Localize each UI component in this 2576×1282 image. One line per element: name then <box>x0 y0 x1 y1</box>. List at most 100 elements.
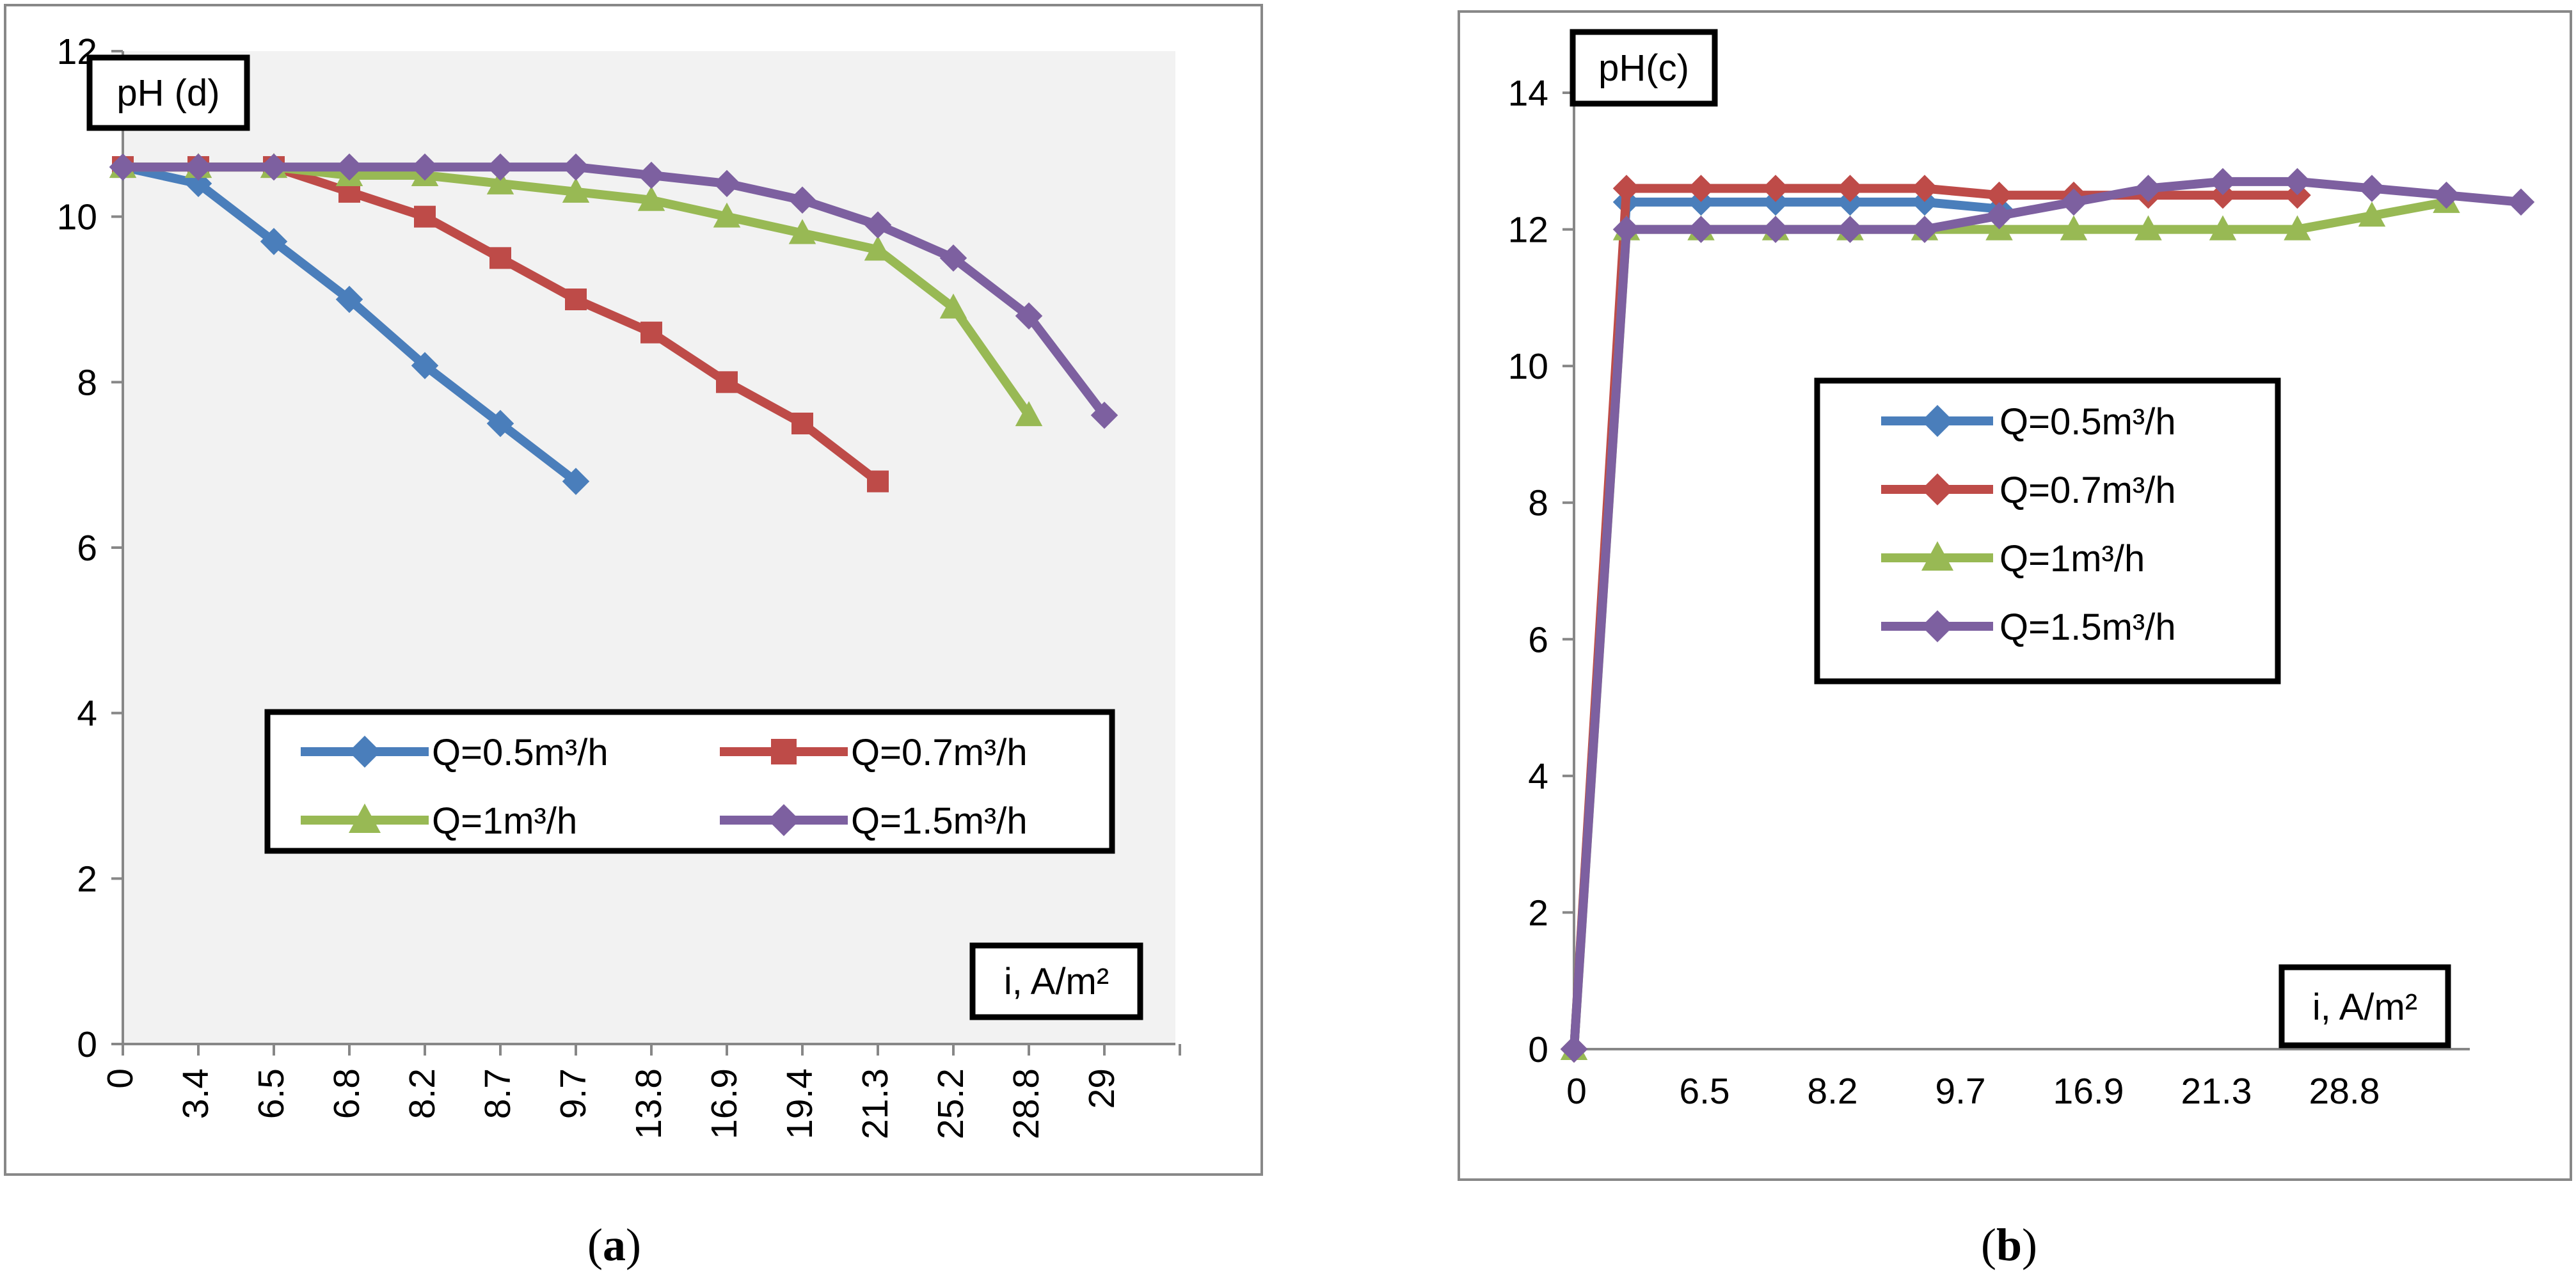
panel-a-point-3 <box>260 153 288 181</box>
panel-a-plot-area <box>123 51 1175 1044</box>
panel-a-point-3 <box>939 244 967 272</box>
panel-a-x-tick-label: 13.8 <box>628 1068 669 1139</box>
panel-b-y-tick-label: 12 <box>1508 210 1548 251</box>
panel-a-point-3 <box>562 153 590 181</box>
panel-a-point-0 <box>260 228 288 255</box>
panel-a-x-tick-label: 21.3 <box>855 1068 896 1139</box>
panel-a-legend-label-3: Q=1.5m³/h <box>851 800 1028 842</box>
panel-a-point-3 <box>184 153 212 181</box>
panel-a-legend-marker-0 <box>349 736 381 768</box>
panel-b-point-1 <box>2209 181 2237 209</box>
panel-b-point-3 <box>2135 175 2162 202</box>
panel-a-xlabel: i, A/m² <box>1004 961 1109 1002</box>
panel-b-point-3 <box>1761 216 1790 243</box>
panel-a-x-tick-label: 8.7 <box>477 1068 518 1119</box>
panel-a-point-1 <box>867 470 889 493</box>
panel-b-y-tick-label: 14 <box>1508 73 1548 114</box>
panel-a-xlabel-box: i, A/m² <box>969 942 1143 1020</box>
panel-b-legend-marker-3 <box>1921 610 1953 642</box>
panel-a-point-3 <box>1015 302 1043 330</box>
panel-b-legend-marker-1 <box>1921 473 1953 505</box>
panel-a-y-tick-label: 8 <box>77 362 97 403</box>
panel-a-y-tick-label: 4 <box>77 693 97 734</box>
panel-a-point-2 <box>562 177 590 203</box>
panel-a-point-1 <box>716 371 738 393</box>
panel-b-xlabel-box: i, A/m² <box>2278 964 2451 1049</box>
panel-a-ylabel: pH (d) <box>116 72 219 114</box>
panel-a-x-tick-label: 8.2 <box>402 1068 443 1119</box>
panel-a-point-3 <box>788 186 816 214</box>
panel-a-legend-label-2: Q=1m³/h <box>432 800 577 842</box>
panel-b-legend-label-0: Q=0.5m³/h <box>2000 401 2176 443</box>
caption-b: (b) <box>1981 1219 2037 1270</box>
panel-b-x-tick-label: 21.3 <box>2181 1071 2252 1112</box>
panel-b-y-tick-label: 8 <box>1528 483 1548 524</box>
panel-a-point-3 <box>486 153 514 181</box>
panel-b-point-3 <box>2060 188 2088 216</box>
panel-b-point-0 <box>1911 188 1939 216</box>
panel-a-legend-box <box>264 709 1115 854</box>
panel-b-legend-label-1: Q=0.7m³/h <box>2000 470 2176 511</box>
panel-a-point-2 <box>939 293 967 319</box>
panel-b-y-tick-label: 4 <box>1528 756 1548 797</box>
panel-b-point-1 <box>1836 175 1864 202</box>
panel-b-x-tick-label: 6.5 <box>1679 1071 1729 1112</box>
panel-a-y-tick-label: 10 <box>57 197 97 238</box>
panel-a-x-tick-label: 25.2 <box>930 1068 971 1139</box>
panel-a-y-tick-label: 0 <box>77 1024 97 1065</box>
panel-a-x-tick-label: 3.4 <box>175 1068 216 1119</box>
panel-a-point-0 <box>562 468 590 495</box>
panel-b-x-tick-label: 28.8 <box>2309 1071 2380 1112</box>
caption-a: (a) <box>587 1219 641 1270</box>
panel-a-point-1 <box>565 289 587 310</box>
panel-a-x-tick-label: 28.8 <box>1006 1068 1047 1139</box>
panel-a-point-2 <box>486 169 514 194</box>
panel-a-x-tick-label: 0 <box>100 1068 141 1089</box>
panel-a-legend-marker-1 <box>771 739 797 764</box>
panel-a-point-1 <box>489 247 511 269</box>
panel-b-x-tick-label: 0 <box>1566 1071 1587 1112</box>
panel-b-point-3 <box>2507 188 2535 216</box>
panel-b-point-3 <box>2433 181 2460 209</box>
panel-a-legend: Q=0.5m³/h Q=0.7m³/h Q=1m³/h Q=1.5m³/h <box>264 709 1115 854</box>
panel-b-y-tick-label: 2 <box>1528 892 1548 933</box>
panel-b-point-0 <box>1761 188 1790 216</box>
panel-a-point-3 <box>335 153 363 181</box>
panel-a-x-tick-label: 16.9 <box>704 1068 745 1139</box>
panel-b-point-3 <box>1985 202 2013 230</box>
panel-b-legend-marker-2 <box>1921 541 1953 571</box>
panel-a-point-1 <box>640 321 662 344</box>
panel-a-point-2 <box>788 219 816 244</box>
panel-b-point-2 <box>2135 215 2162 241</box>
panel-a-point-3 <box>864 211 892 239</box>
panel-b-point-1 <box>1911 175 1939 202</box>
panel-b-point-2 <box>2060 215 2088 241</box>
panel-b-y-tick-label: 6 <box>1528 619 1548 660</box>
panel-b-legend: Q=0.5m³/h Q=0.7m³/h Q=1m³/h Q=1.5m³/h <box>1814 377 2281 685</box>
panel-a-x-tick-label: 9.7 <box>553 1068 594 1119</box>
panel-b-ylabel: pH(c) <box>1598 47 1689 89</box>
panel-a-point-2 <box>864 235 892 261</box>
panel-b-xlabel: i, A/m² <box>2312 986 2417 1028</box>
panel-b-y-tick-label: 10 <box>1508 346 1548 387</box>
panel-b-point-1 <box>1761 175 1790 202</box>
panel-b-point-2 <box>2358 202 2386 227</box>
panel-b-x-tick-label: 16.9 <box>2053 1071 2124 1112</box>
panel-b-point-1 <box>2284 181 2311 209</box>
panel-b-point-3 <box>1560 1035 1588 1063</box>
panel-b-legend-marker-0 <box>1921 405 1953 437</box>
panel-a-point-3 <box>1090 401 1118 429</box>
panel-b-point-3 <box>2209 168 2237 196</box>
panel-b-point-3 <box>1687 216 1715 243</box>
panel-b-legend-box <box>1814 377 2281 685</box>
panel-a-ylabel-box: pH (d) <box>86 54 250 131</box>
panel-a-point-3 <box>637 161 665 189</box>
panel-a-x-tick-label: 19.4 <box>779 1068 820 1139</box>
panel-a-point-1 <box>414 205 436 228</box>
panel-b-ylabel-box: pH(c) <box>1570 29 1718 107</box>
panel-a-legend-label-0: Q=0.5m³/h <box>432 732 608 773</box>
panel-a-point-0 <box>411 352 439 379</box>
